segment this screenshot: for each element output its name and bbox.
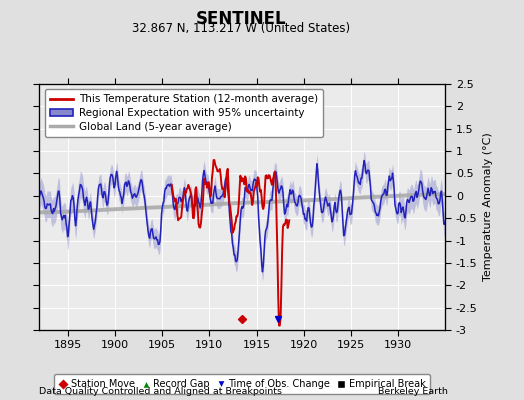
Legend: Station Move, Record Gap, Time of Obs. Change, Empirical Break: Station Move, Record Gap, Time of Obs. C…: [54, 374, 430, 394]
Text: Data Quality Controlled and Aligned at Breakpoints: Data Quality Controlled and Aligned at B…: [39, 387, 282, 396]
Text: 32.867 N, 113.217 W (United States): 32.867 N, 113.217 W (United States): [132, 22, 350, 35]
Text: Berkeley Earth: Berkeley Earth: [378, 387, 448, 396]
Y-axis label: Temperature Anomaly (°C): Temperature Anomaly (°C): [483, 133, 493, 281]
Text: SENTINEL: SENTINEL: [196, 10, 286, 28]
